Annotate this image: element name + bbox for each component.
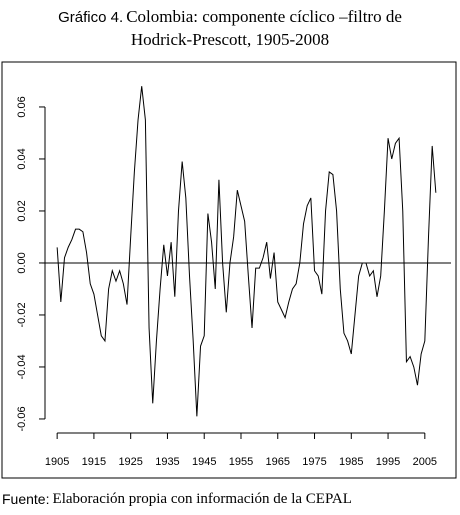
x-tick-label: 1925 (118, 456, 142, 468)
x-tick-label: 1965 (266, 456, 290, 468)
source-text: Elaboración propia con información de la… (53, 491, 352, 507)
chart-title: Gráfico 4. Colombia: componente cíclico … (58, 7, 402, 26)
x-tick-label: 1995 (376, 456, 400, 468)
data-line (56, 86, 437, 417)
title-label: Gráfico 4. (58, 9, 123, 26)
source: Fuente: Elaboración propia con informaci… (2, 491, 352, 508)
x-tick-label: 1975 (302, 456, 326, 468)
y-tick-label: 0.02 (16, 200, 28, 221)
y-tick-label: -0.06 (16, 406, 28, 431)
x-tick-label: 1985 (339, 456, 363, 468)
x-tick-label: 1935 (155, 456, 179, 468)
y-tick-label: 0.04 (16, 148, 28, 169)
title-line: Colombia: componente cíclico –filtro de (126, 7, 402, 26)
y-tick-label: -0.02 (16, 302, 28, 327)
source-label: Fuente: (2, 491, 49, 507)
y-tick-label: 0.00 (16, 252, 28, 273)
x-tick-label: 1945 (192, 456, 216, 468)
title-line: Hodrick-Prescott, 1905-2008 (131, 30, 329, 49)
x-tick-label: 2005 (413, 456, 437, 468)
y-tick-label: -0.04 (16, 354, 28, 379)
x-tick-label: 1915 (82, 456, 106, 468)
y-tick-label: 0.06 (16, 96, 28, 117)
x-tick-label: 1905 (45, 456, 69, 468)
frame (1, 61, 457, 479)
x-tick-label: 1955 (229, 456, 253, 468)
